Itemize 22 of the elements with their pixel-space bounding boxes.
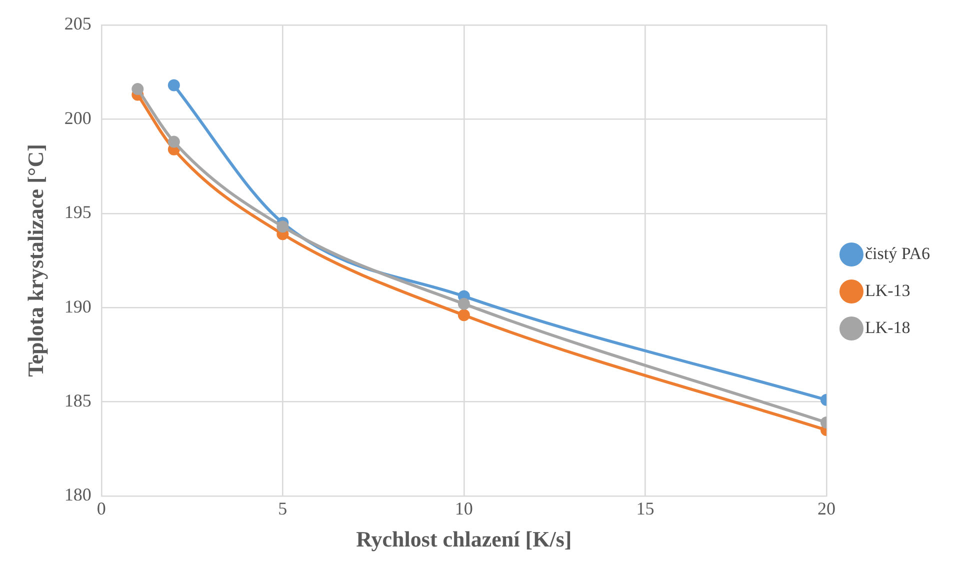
point — [132, 83, 144, 96]
point — [168, 136, 180, 148]
x-tick-label: 20 — [817, 498, 836, 519]
point — [276, 220, 289, 233]
x-tick-label: 10 — [454, 498, 473, 519]
y-tick-label: 180 — [64, 484, 92, 505]
point — [458, 309, 470, 322]
x-tick-label: 15 — [636, 498, 654, 519]
y-tick-label: 185 — [64, 390, 92, 411]
x-tick-label: 5 — [278, 498, 288, 519]
point — [168, 79, 180, 92]
legend-label: LK-18 — [864, 318, 910, 337]
legend-label: čistý PA6 — [864, 244, 930, 263]
x-tick-label: 0 — [96, 498, 106, 519]
y-axis-title: Teplota krystalizace [°C] — [22, 144, 48, 377]
point — [458, 298, 470, 310]
x-axis-title: Rychlost chlazení [K/s] — [356, 526, 572, 552]
y-tick-label: 195 — [64, 202, 92, 222]
y-tick-label: 190 — [64, 296, 92, 316]
legend-label: LK-13 — [864, 280, 910, 300]
y-tick-label: 200 — [64, 108, 92, 128]
y-tick-label: 205 — [64, 14, 92, 34]
